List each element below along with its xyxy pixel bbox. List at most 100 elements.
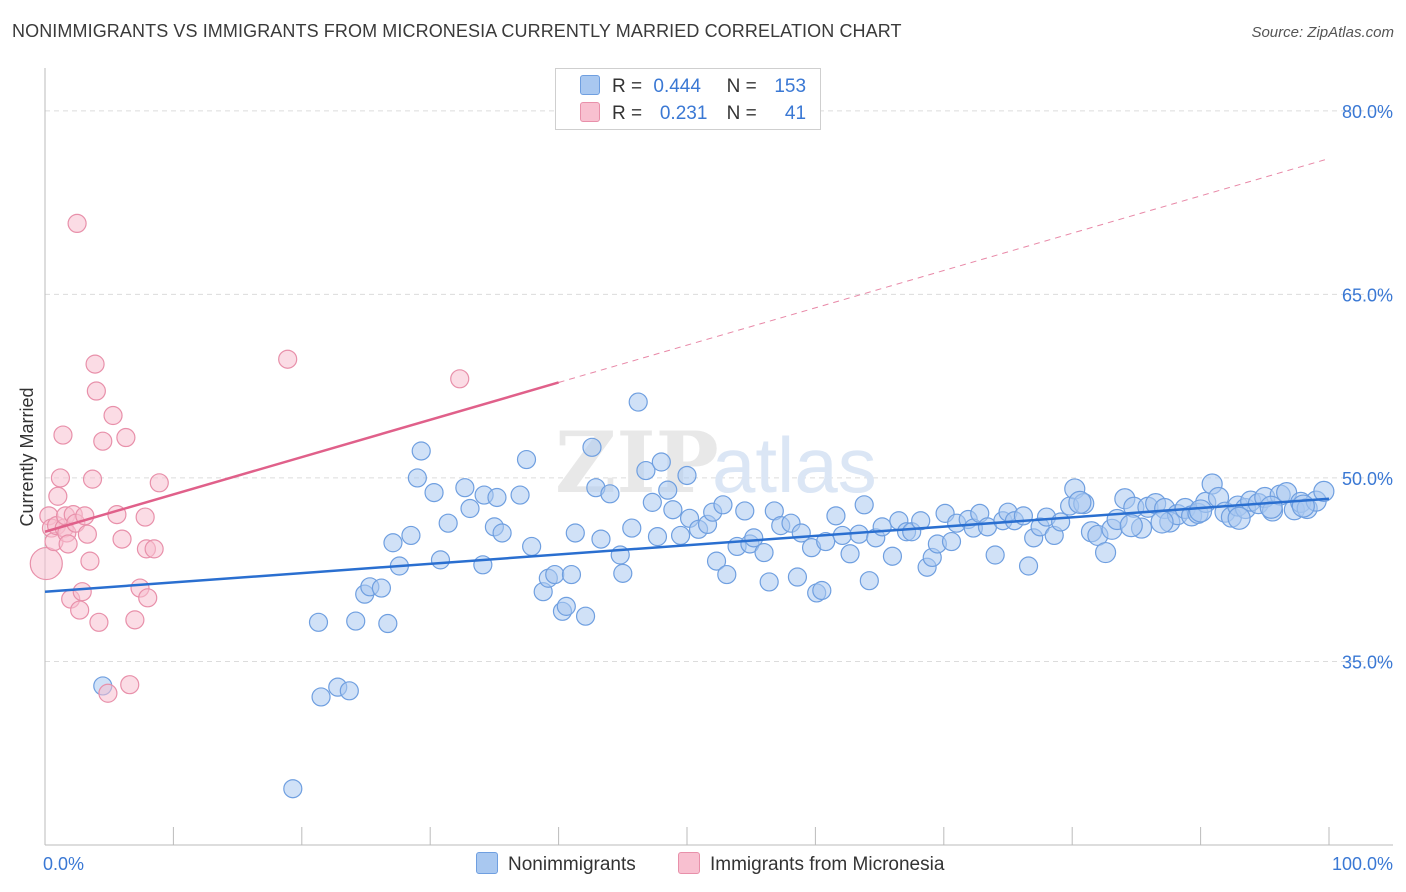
watermark: ZIP atlas — [555, 413, 877, 512]
micronesia-point — [72, 582, 92, 602]
micronesia-point — [103, 405, 123, 426]
bottom-legend-label: Nonimmigrants — [508, 854, 636, 875]
micronesia-point — [82, 469, 103, 489]
nonimmigrants-point — [492, 523, 512, 543]
nonimmigrants-point — [651, 452, 671, 472]
nonimmigrants-point — [754, 542, 774, 563]
nonimmigrants-point — [283, 779, 303, 799]
micronesia-point — [29, 546, 63, 581]
micronesia-point — [93, 431, 113, 451]
nonimmigrants-point — [346, 611, 366, 631]
micronesia-point — [89, 612, 109, 632]
nonimmigrants-point — [311, 687, 331, 707]
nonimmigrants-point — [816, 531, 836, 552]
nonimmigrants-point — [677, 465, 697, 486]
nonimmigrants-point — [308, 612, 329, 632]
legend-n-label: N = — [726, 76, 757, 97]
nonimmigrants-point — [582, 437, 602, 457]
legend-r-label: R = — [612, 103, 643, 124]
y-tick-label: 50.0% — [1342, 469, 1393, 489]
nonimmigrants-point — [401, 525, 421, 546]
nonimmigrants-point — [407, 468, 427, 488]
nonimmigrants-point — [647, 527, 668, 547]
source-label: Source: ZipAtlas.com — [1251, 24, 1394, 41]
nonimmigrants-point — [1018, 556, 1039, 576]
nonimmigrants-point — [411, 441, 431, 461]
nonimmigrants-point — [591, 529, 611, 549]
nonimmigrants-point — [1094, 541, 1117, 564]
micronesia-point — [450, 369, 470, 389]
nonimmigrants-point — [561, 564, 582, 585]
nonimmigrants-point — [787, 567, 808, 587]
x-tick-label-min: 0.0% — [43, 854, 84, 874]
nonimmigrants-point — [713, 495, 733, 515]
micronesia-point — [138, 588, 158, 608]
x-tick-label-max: 100.0% — [1332, 854, 1393, 874]
nonimmigrants-point — [911, 511, 931, 531]
micronesia-point — [86, 381, 106, 401]
nonimmigrants-point — [455, 478, 475, 498]
micronesia-point — [135, 507, 155, 527]
legend-swatch-blue — [580, 75, 600, 95]
bottom-legend-swatch-blue — [476, 852, 498, 874]
bottom-legend-nonimmigrants: Nonimmigrants — [476, 852, 636, 876]
legend-n-value: 41 — [784, 103, 807, 124]
legend-swatch-pink — [580, 102, 600, 122]
nonimmigrants-point — [759, 572, 779, 592]
nonimmigrants-point — [556, 596, 576, 616]
legend-n-value: 153 — [774, 76, 807, 97]
micronesia-point — [120, 675, 140, 695]
nonimmigrants-point — [545, 564, 565, 585]
nonimmigrants-point — [717, 564, 737, 585]
nonimmigrants-point — [522, 536, 542, 557]
nonimmigrants-point — [826, 506, 846, 526]
nonimmigrants-point — [1119, 514, 1143, 538]
micronesia-trend-line — [44, 381, 559, 533]
nonimmigrants-point — [424, 482, 444, 503]
micronesia-point — [67, 213, 87, 233]
legend-n-label: N = — [726, 103, 757, 124]
micronesia-point — [149, 473, 169, 493]
micronesia-point — [125, 610, 145, 630]
legend-row-nonimmigrants: R = 0.444 N = 153 — [580, 75, 806, 99]
nonimmigrants-point — [1188, 499, 1213, 523]
trend-lines — [44, 158, 1330, 593]
nonimmigrants-point — [840, 544, 860, 564]
micronesia-point — [80, 551, 100, 571]
micronesia-point — [98, 683, 118, 703]
micronesia-point — [70, 600, 90, 620]
axes — [44, 68, 1393, 846]
legend-r-label: R = — [612, 76, 643, 97]
micronesia-point — [85, 354, 105, 374]
nonimmigrants-point — [882, 546, 903, 566]
y-tick-label: 35.0% — [1342, 652, 1393, 672]
nonimmigrants-point — [438, 513, 458, 533]
micronesia-point — [48, 486, 68, 506]
nonimmigrants-point — [670, 525, 691, 546]
nonimmigrants-point — [1051, 512, 1071, 532]
nonimmigrants-point — [658, 480, 678, 500]
nonimmigrants-point — [1150, 510, 1174, 534]
micronesia-points — [29, 213, 470, 703]
nonimmigrants-point — [735, 501, 755, 521]
nonimmigrants-point — [516, 449, 537, 470]
nonimmigrants-point — [371, 578, 392, 598]
nonimmigrants-point — [1291, 494, 1315, 518]
nonimmigrants-point — [636, 460, 656, 481]
nonimmigrants-point — [1227, 506, 1251, 530]
watermark-zip: ZIP — [555, 413, 719, 512]
legend-r-value: 0.444 — [653, 76, 701, 97]
micronesia-point — [116, 427, 136, 448]
correlation-legend: R = 0.444 N = 153 R = 0.231 N = 41 — [555, 68, 821, 130]
nonimmigrants-point — [430, 550, 451, 570]
nonimmigrants-point — [872, 517, 892, 537]
nonimmigrants-point — [575, 606, 596, 626]
micronesia-point — [58, 534, 78, 554]
nonimmigrants-point — [1313, 480, 1335, 502]
micronesia-point — [77, 524, 97, 544]
nonimmigrants-point — [510, 485, 530, 505]
nonimmigrants-point — [383, 533, 403, 553]
nonimmigrants-point — [854, 495, 874, 515]
nonimmigrants-point — [565, 523, 585, 543]
